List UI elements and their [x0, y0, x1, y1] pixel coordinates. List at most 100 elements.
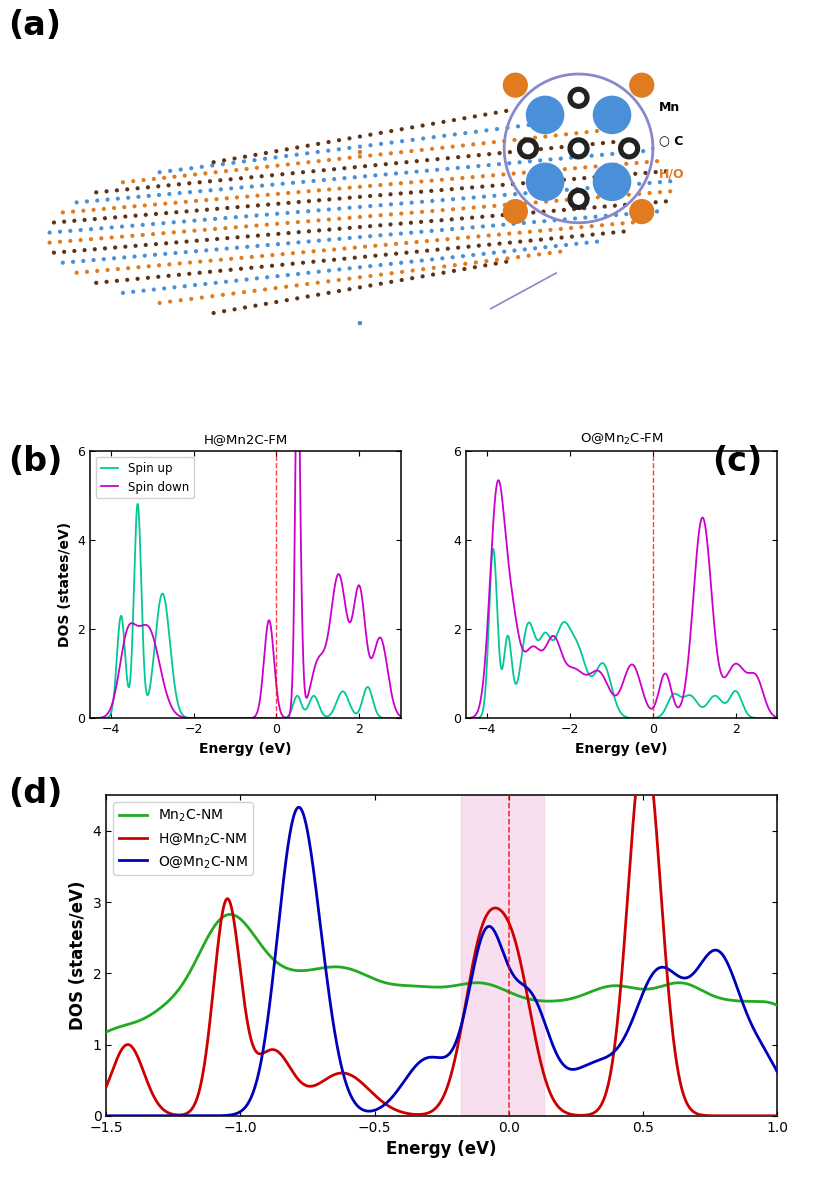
- Point: [190, 191, 203, 210]
- H@Mn$_2$C-NM: [410, 1107, 420, 1122]
- Point: [224, 260, 237, 279]
- Point: [302, 182, 315, 201]
- Point: [555, 220, 568, 239]
- Point: [427, 128, 440, 147]
- Point: [405, 173, 418, 192]
- Point: [131, 269, 144, 288]
- Point: [317, 160, 330, 179]
- Point: [115, 217, 128, 236]
- Point: [479, 256, 492, 275]
- Point: [571, 179, 584, 198]
- Point: [194, 252, 207, 271]
- Mn$_2$C-NM: [428, 980, 438, 995]
- Point: [425, 182, 438, 201]
- Point: [498, 185, 511, 204]
- Point: [462, 237, 475, 256]
- Point: [261, 157, 274, 176]
- Point: [374, 226, 387, 245]
- Point: [487, 216, 500, 235]
- Point: [188, 275, 201, 294]
- Point: [291, 212, 304, 231]
- Point: [122, 259, 135, 278]
- Point: [588, 198, 601, 217]
- Point: [182, 265, 196, 284]
- Spin down: [396, 710, 406, 724]
- Text: H/O: H/O: [658, 167, 685, 180]
- Point: [261, 185, 274, 204]
- Spin down: [330, 578, 340, 592]
- Point: [97, 249, 110, 268]
- Point: [210, 240, 223, 259]
- Point: [229, 217, 242, 236]
- Spin up: [387, 711, 397, 725]
- Point: [53, 222, 66, 241]
- Point: [151, 177, 164, 196]
- Point: [627, 142, 640, 161]
- Point: [218, 151, 231, 170]
- Point: [291, 265, 304, 284]
- Point: [248, 281, 261, 300]
- Circle shape: [503, 199, 528, 223]
- Point: [601, 188, 614, 207]
- Point: [358, 157, 371, 176]
- Point: [107, 198, 120, 217]
- Point: [404, 214, 417, 233]
- Point: [596, 224, 609, 243]
- Point: [196, 288, 209, 307]
- Point: [503, 154, 516, 173]
- Point: [228, 300, 241, 319]
- Point: [524, 231, 537, 250]
- Circle shape: [527, 96, 564, 133]
- Point: [543, 243, 556, 262]
- Point: [231, 228, 244, 247]
- Point: [307, 171, 320, 190]
- Point: [343, 139, 356, 158]
- Point: [579, 208, 592, 227]
- Point: [281, 234, 294, 253]
- Mn$_2$C-NM: [630, 982, 640, 996]
- Spin down: [227, 711, 237, 725]
- Point: [375, 265, 388, 284]
- Point: [555, 228, 569, 247]
- Point: [199, 274, 212, 293]
- Point: [164, 161, 177, 180]
- Point: [353, 313, 366, 332]
- Point: [380, 154, 393, 173]
- Point: [555, 150, 568, 169]
- Point: [255, 166, 268, 185]
- Point: [101, 260, 114, 279]
- Point: [616, 214, 629, 233]
- Spin down: [101, 709, 110, 723]
- Point: [210, 229, 223, 248]
- Point: [230, 160, 243, 179]
- Point: [493, 144, 506, 163]
- Point: [456, 179, 469, 198]
- Mn$_2$C-NM: [753, 995, 763, 1009]
- Point: [221, 198, 234, 217]
- Point: [411, 152, 424, 171]
- Point: [348, 248, 362, 267]
- Point: [281, 140, 294, 159]
- Point: [534, 230, 547, 249]
- Spin down: [387, 688, 397, 703]
- Point: [497, 176, 510, 195]
- Point: [400, 153, 413, 172]
- Point: [461, 158, 474, 177]
- Point: [260, 215, 273, 234]
- Point: [636, 141, 649, 160]
- Point: [250, 216, 263, 235]
- Point: [612, 186, 625, 205]
- Point: [286, 243, 299, 262]
- Point: [196, 158, 209, 177]
- Point: [400, 234, 413, 253]
- Point: [87, 201, 100, 220]
- Point: [570, 123, 583, 142]
- O@Mn$_2$C-NM: [630, 1007, 640, 1021]
- Point: [400, 243, 413, 262]
- Point: [617, 222, 630, 241]
- Point: [53, 233, 66, 252]
- Point: [522, 246, 535, 265]
- Spin up: [330, 699, 340, 713]
- Point: [420, 151, 434, 170]
- Point: [395, 204, 408, 223]
